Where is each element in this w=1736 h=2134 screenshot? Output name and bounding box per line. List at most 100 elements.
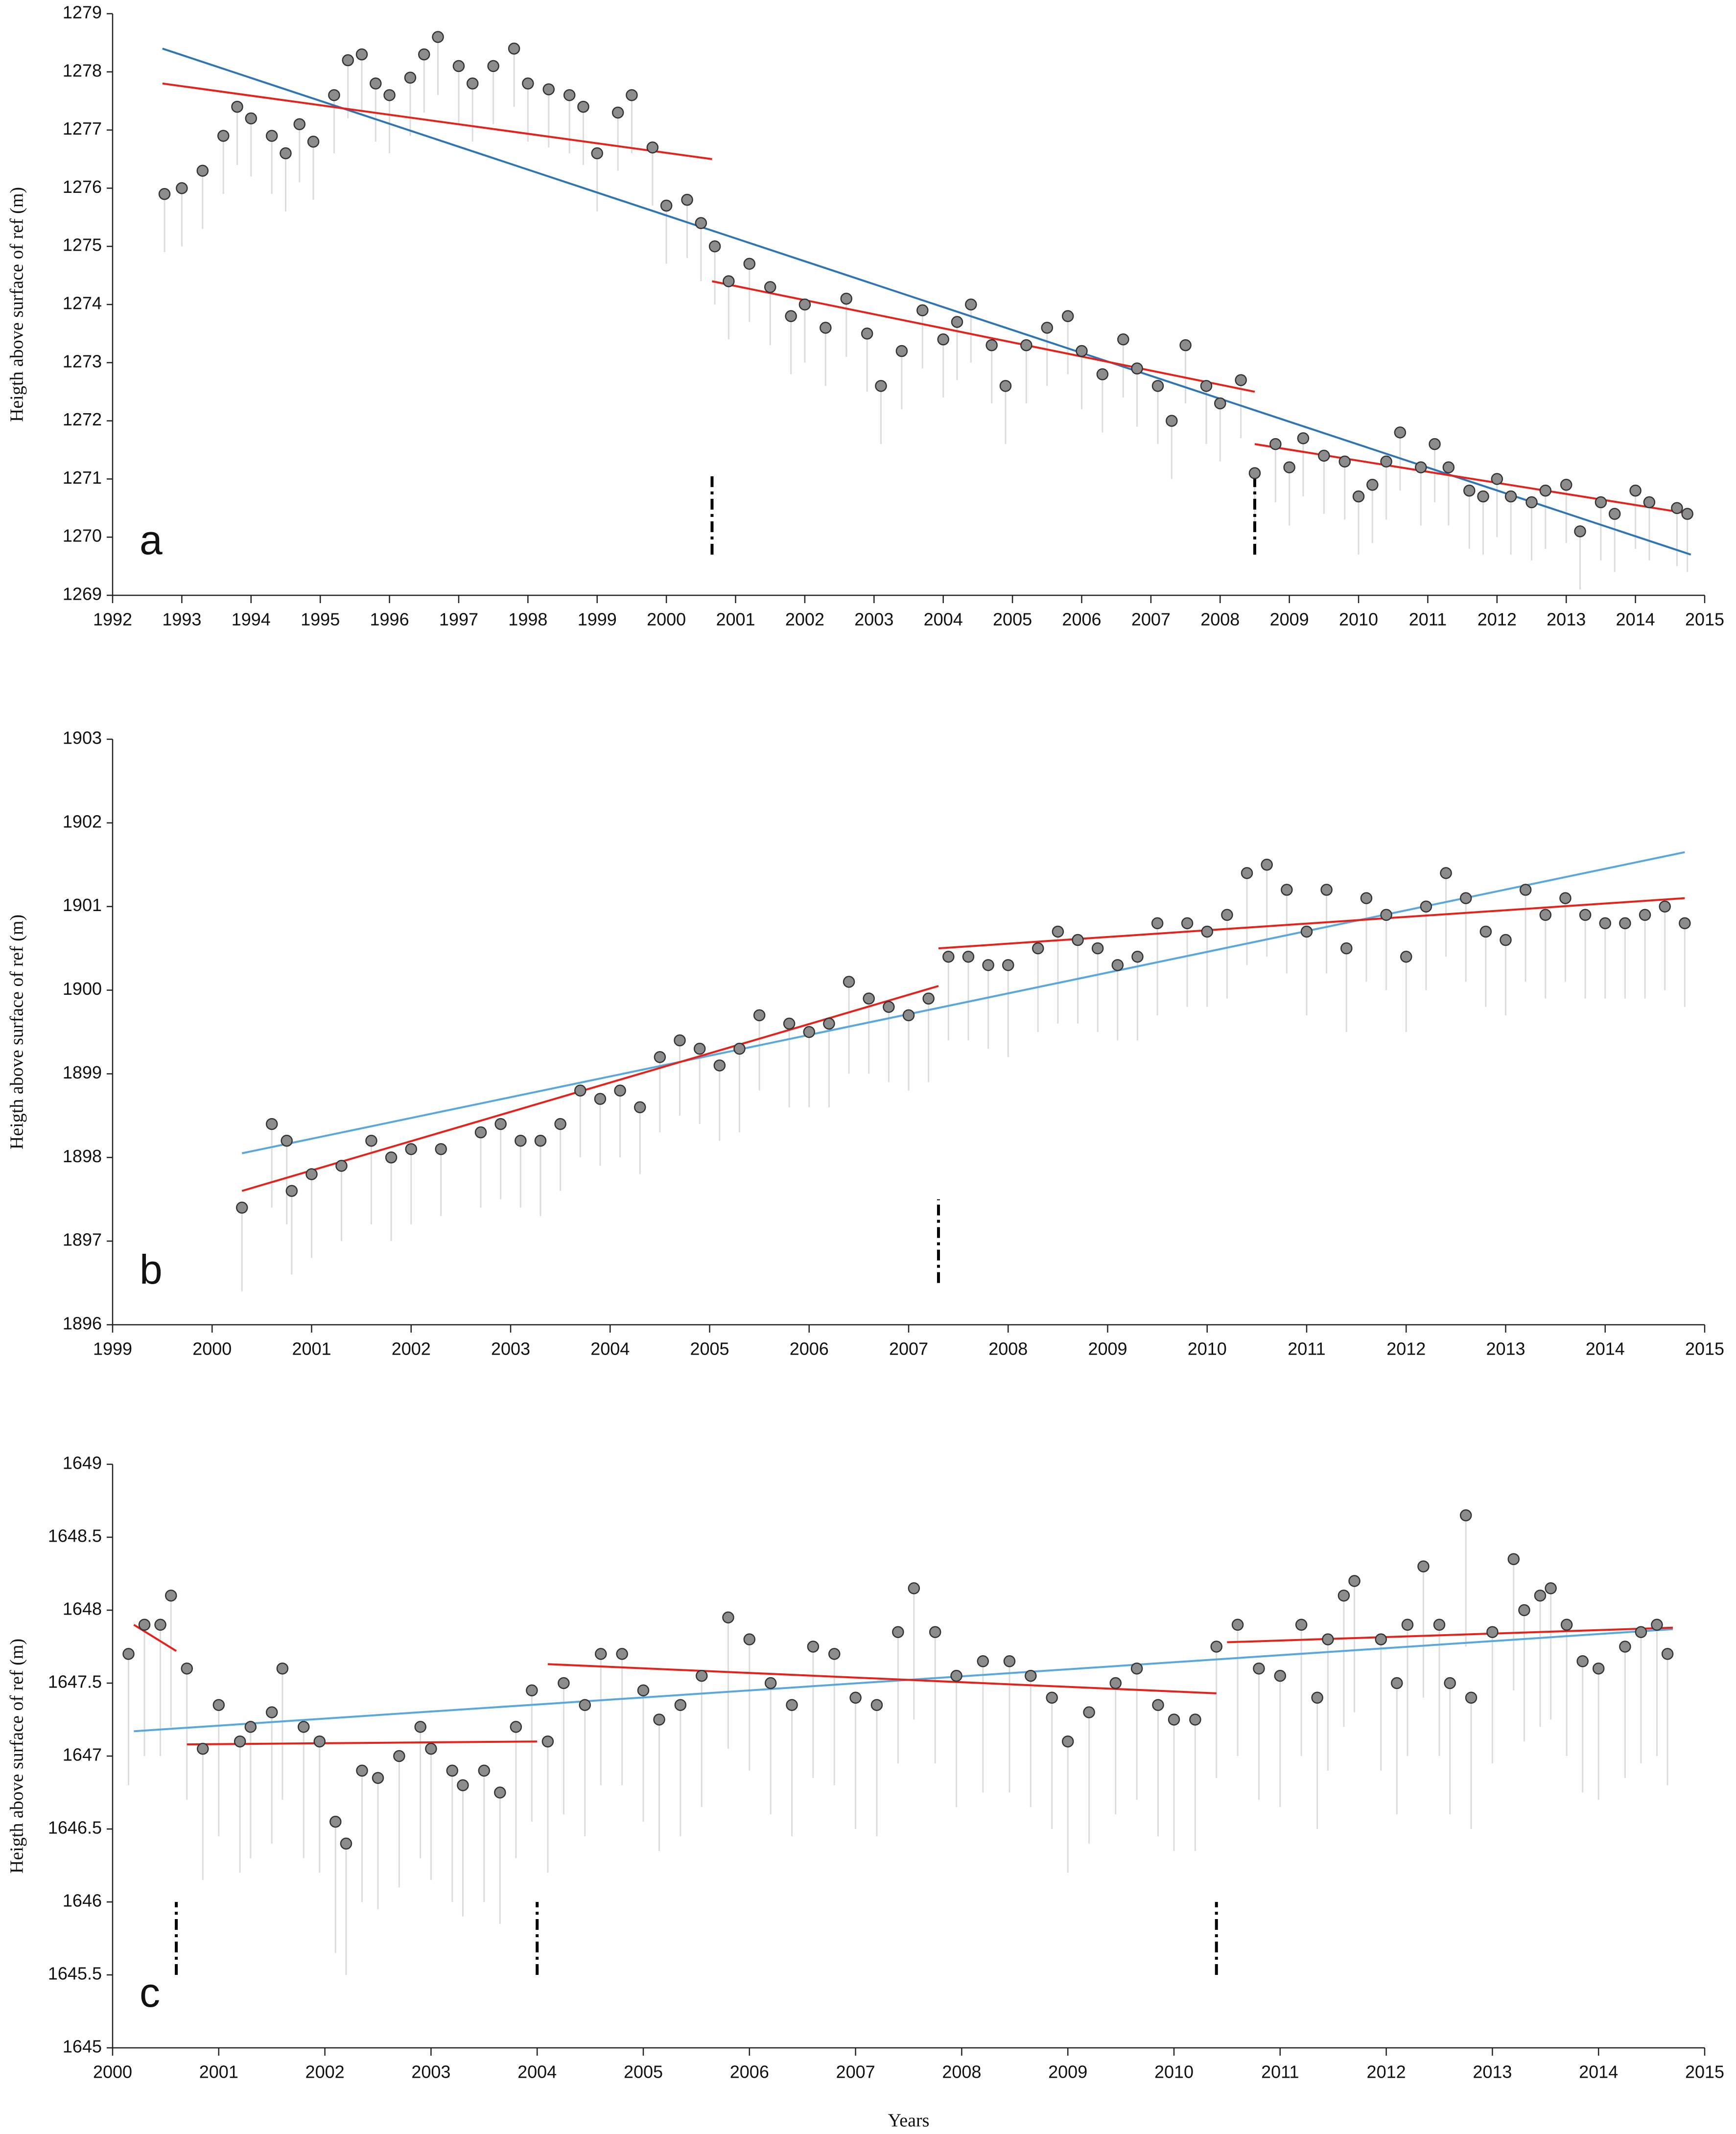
data-point	[951, 316, 963, 328]
data-point	[1253, 1662, 1265, 1675]
data-point	[385, 1151, 398, 1164]
data-point	[820, 322, 832, 334]
y-tick-label: 1647	[63, 1745, 102, 1765]
data-point	[176, 182, 188, 194]
data-point	[1659, 900, 1671, 913]
data-point	[660, 199, 673, 212]
y-tick-label: 1903	[63, 728, 102, 748]
y-tick-label: 1648	[63, 1599, 102, 1619]
data-point	[1131, 362, 1143, 375]
data-point	[674, 1034, 686, 1047]
x-tick-label: 2008	[988, 1339, 1028, 1359]
x-tick-label: 2002	[392, 1339, 431, 1359]
data-point	[1297, 432, 1310, 445]
x-tick-label: 2005	[993, 610, 1032, 630]
y-tick-label: 1897	[63, 1230, 102, 1250]
data-point	[977, 1655, 989, 1667]
data-point	[1131, 950, 1144, 963]
data-point	[328, 89, 340, 101]
data-point	[446, 1764, 459, 1777]
data-point	[708, 240, 721, 253]
x-tick-label: 2000	[647, 610, 686, 630]
data-point	[764, 1677, 777, 1689]
x-tick-label: 2007	[836, 2062, 875, 2082]
data-point	[1201, 925, 1213, 938]
trend-line	[162, 82, 712, 160]
data-point	[1500, 934, 1512, 946]
data-point	[414, 1721, 426, 1733]
y-tick-label: 1279	[63, 2, 102, 23]
y-tick-label: 1899	[63, 1062, 102, 1082]
x-tick-label: 2003	[411, 2062, 450, 2082]
data-point	[798, 298, 811, 311]
data-point	[1429, 438, 1441, 450]
data-point	[235, 1201, 248, 1214]
data-point	[1539, 484, 1552, 497]
data-point	[1032, 942, 1044, 955]
x-tick-label: 1995	[301, 610, 340, 630]
data-point	[1041, 322, 1054, 334]
data-point	[356, 1764, 368, 1777]
data-point	[1375, 1633, 1387, 1645]
data-point	[1420, 900, 1432, 913]
data-point	[307, 136, 320, 148]
x-tick-label: 1997	[439, 610, 478, 630]
data-point	[1380, 455, 1392, 468]
data-point	[1459, 1509, 1472, 1522]
data-point	[614, 1084, 626, 1097]
data-point	[418, 48, 430, 61]
data-point	[1639, 909, 1651, 921]
data-point	[611, 106, 624, 119]
y-tick-label: 1272	[63, 409, 102, 429]
data-point	[1181, 917, 1194, 930]
x-tick-label: 2010	[1154, 2062, 1194, 2082]
x-tick-label: 2008	[942, 2062, 981, 2082]
data-point	[355, 48, 368, 61]
data-point	[1401, 1618, 1414, 1631]
data-point	[280, 147, 292, 160]
data-point	[1507, 1553, 1520, 1565]
data-point	[1442, 461, 1455, 473]
data-point	[1002, 959, 1014, 971]
data-point	[404, 71, 417, 84]
y-tick-label: 1645.5	[48, 1964, 102, 1984]
data-point	[245, 112, 258, 125]
data-point	[674, 1699, 687, 1711]
x-tick-label: 1993	[162, 610, 201, 630]
data-point	[1003, 1655, 1016, 1667]
data-point	[916, 304, 929, 317]
data-point	[1592, 1662, 1605, 1675]
data-point	[1608, 508, 1621, 520]
data-point	[695, 217, 707, 229]
data-point	[313, 1735, 326, 1748]
data-point	[1281, 884, 1293, 896]
data-point	[365, 1134, 377, 1147]
data-point	[1545, 1582, 1557, 1595]
data-point	[510, 1721, 522, 1733]
data-point	[1300, 925, 1313, 938]
data-point	[577, 100, 589, 113]
data-point	[1595, 496, 1607, 509]
data-point	[1274, 1669, 1287, 1682]
y-axis-label: Heigth above surface of ref (m)	[7, 915, 27, 1149]
data-point	[1269, 438, 1282, 450]
data-point	[340, 1837, 352, 1850]
data-point	[616, 1648, 628, 1660]
x-tick-label: 2012	[1367, 2062, 1406, 2082]
data-point	[1076, 345, 1088, 357]
x-tick-label: 2005	[624, 2062, 663, 2082]
x-tick-label: 2009	[1048, 2062, 1087, 2082]
data-point	[743, 258, 756, 270]
data-point	[1109, 1677, 1122, 1689]
x-tick-label: 2003	[491, 1339, 530, 1359]
x-tick-label: 2007	[1131, 610, 1171, 630]
data-point	[1391, 1677, 1403, 1689]
data-point	[393, 1750, 405, 1762]
data-point	[1444, 1677, 1456, 1689]
data-point	[965, 298, 977, 311]
x-tick-label: 2015	[1685, 610, 1724, 630]
data-point	[823, 1017, 835, 1030]
data-point	[723, 275, 735, 287]
data-point	[1440, 867, 1452, 879]
data-point	[1380, 909, 1392, 921]
